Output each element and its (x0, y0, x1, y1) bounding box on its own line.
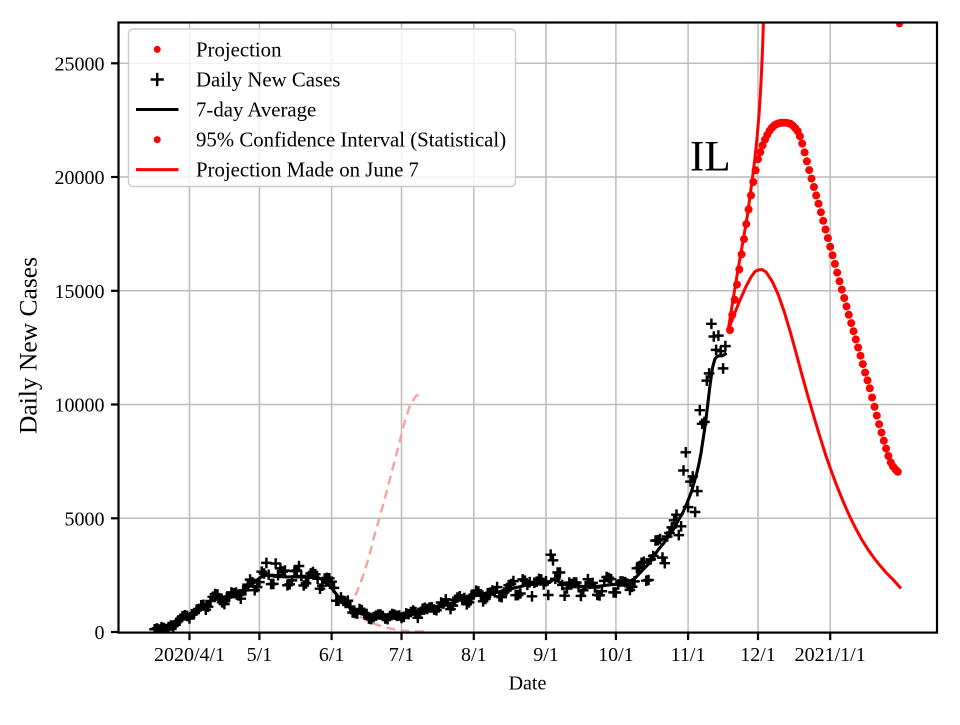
svg-text:9/1: 9/1 (533, 644, 559, 666)
svg-text:Daily New Cases: Daily New Cases (14, 257, 43, 434)
svg-text:8/1: 8/1 (461, 644, 487, 666)
svg-text:0: 0 (95, 622, 105, 644)
svg-text:10/1: 10/1 (598, 644, 634, 666)
svg-text:Date: Date (509, 673, 547, 695)
svg-text:12/1: 12/1 (740, 644, 776, 666)
svg-text:20000: 20000 (55, 167, 105, 189)
svg-text:Daily New Cases: Daily New Cases (196, 69, 340, 92)
svg-text:6/1: 6/1 (319, 644, 345, 666)
svg-text:IL: IL (690, 134, 731, 181)
svg-text:10000: 10000 (55, 395, 105, 417)
svg-text:7/1: 7/1 (389, 644, 415, 666)
svg-text:2020/4/1: 2020/4/1 (154, 644, 225, 666)
svg-text:Projection Made on June 7: Projection Made on June 7 (196, 159, 419, 182)
svg-text:95% Confidence Interval (Stati: 95% Confidence Interval (Statistical) (196, 129, 506, 152)
svg-text:5000: 5000 (65, 508, 105, 530)
svg-text:2021/1/1: 2021/1/1 (795, 644, 866, 666)
svg-text:11/1: 11/1 (671, 644, 706, 666)
svg-text:15000: 15000 (55, 281, 105, 303)
svg-text:5/1: 5/1 (247, 644, 273, 666)
svg-text:Projection: Projection (196, 38, 282, 61)
svg-text:7-day Average: 7-day Average (196, 99, 316, 122)
svg-text:25000: 25000 (55, 53, 105, 75)
